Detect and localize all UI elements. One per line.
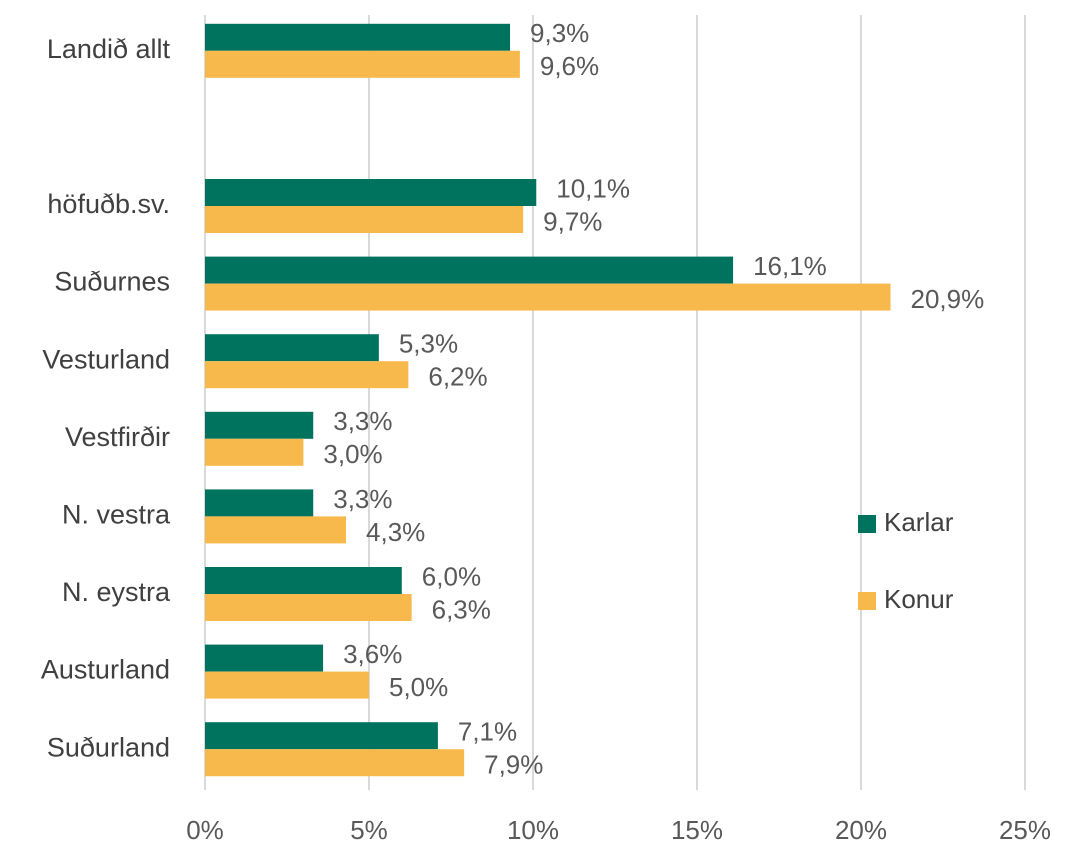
y-tick-label: N. vestra [62,500,171,530]
bar [205,644,324,672]
value-label: 6,3% [432,594,491,624]
value-label: 3,0% [323,439,382,469]
y-tick-label: Vesturland [42,344,170,374]
value-label: 16,1% [753,251,827,281]
x-tick-label: 5% [350,815,388,845]
y-tick-label: Suðurland [47,732,170,762]
value-label: 6,2% [428,362,487,392]
value-label: 7,1% [458,717,517,747]
legend-label: Karlar [884,507,954,537]
bar [205,516,347,544]
x-tick-label: 20% [835,815,887,845]
value-label: 7,9% [484,750,543,780]
x-tick-label: 25% [999,815,1051,845]
bar [205,283,891,311]
bar [205,334,379,362]
bar [205,722,438,750]
bar [205,411,314,439]
value-label: 3,6% [343,639,402,669]
value-label: 5,3% [399,329,458,359]
bar [205,206,524,233]
legend-label: Konur [884,584,954,614]
x-tick-label: 0% [186,815,224,845]
y-tick-label: Austurland [41,655,170,685]
value-label: 5,0% [389,672,448,702]
value-label: 9,7% [543,206,602,236]
legend-swatch [858,592,876,610]
bar [205,489,314,517]
value-label: 9,6% [540,51,599,81]
y-tick-label: Vestfirðir [65,422,170,452]
y-tick-label: Suðurnes [54,267,170,297]
bar [205,361,409,389]
bar [205,749,465,777]
bar [205,438,304,466]
value-label: 6,0% [422,561,481,591]
bar [205,23,511,51]
x-tick-label: 10% [507,815,559,845]
bar [205,567,402,594]
y-tick-label: höfuðb.sv. [47,189,170,219]
y-tick-label: N. eystra [62,577,171,607]
bar [205,594,412,621]
legend-swatch [858,515,876,533]
bar [205,50,520,78]
x-tick-label: 15% [671,815,723,845]
value-label: 20,9% [911,284,985,314]
value-label: 10,1% [556,173,630,203]
bar [205,179,537,206]
bar [205,671,369,699]
value-label: 3,3% [333,484,392,514]
value-label: 4,3% [366,517,425,547]
bar [205,256,734,284]
value-label: 3,3% [333,406,392,436]
value-label: 9,3% [530,18,589,48]
y-tick-label: Landið allt [47,34,171,64]
